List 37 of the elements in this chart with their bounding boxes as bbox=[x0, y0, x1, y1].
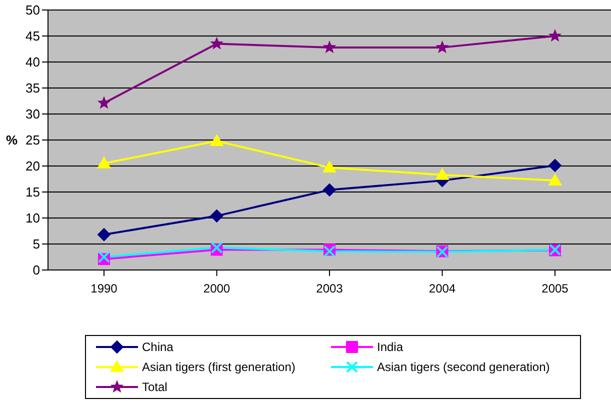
x-tick-label: 2003 bbox=[316, 282, 344, 296]
point bbox=[97, 156, 111, 168]
point bbox=[322, 40, 336, 54]
legend-label: Asian tigers (first generation) bbox=[142, 360, 296, 374]
point bbox=[322, 160, 336, 173]
point bbox=[210, 209, 224, 222]
point bbox=[548, 174, 562, 186]
x-tick-label: 1990 bbox=[90, 282, 118, 296]
legend-label: India bbox=[377, 340, 404, 354]
point bbox=[436, 40, 449, 54]
point bbox=[210, 36, 224, 50]
y-tick-label: 5 bbox=[32, 236, 40, 252]
point bbox=[97, 96, 111, 109]
point bbox=[548, 29, 562, 42]
y-tick-label: 20 bbox=[26, 158, 40, 174]
legend-label: Asian tigers (second generation) bbox=[377, 360, 550, 374]
y-tick-label: 30 bbox=[26, 106, 40, 122]
y-tick-label: 0 bbox=[32, 262, 40, 278]
y-tick-label: 35 bbox=[26, 80, 40, 96]
point bbox=[435, 168, 450, 180]
legend-label: Total bbox=[142, 380, 168, 394]
point bbox=[548, 158, 562, 172]
x-tick-label: 2004 bbox=[428, 282, 456, 296]
point bbox=[210, 134, 224, 146]
point bbox=[98, 251, 110, 263]
y-tick-label: 25 bbox=[26, 132, 40, 148]
y-tick-label: 45 bbox=[26, 28, 40, 44]
legend-label: China bbox=[142, 340, 174, 354]
y-tick-label: 15 bbox=[26, 184, 40, 200]
x-tick-label: 2000 bbox=[203, 282, 230, 296]
y-tick-label: 50 bbox=[26, 2, 40, 18]
point bbox=[98, 228, 110, 242]
y-tick-label: 40 bbox=[26, 54, 40, 70]
y-axis-title: % bbox=[6, 132, 18, 148]
y-tick-label: 10 bbox=[26, 210, 40, 226]
point bbox=[323, 183, 336, 196]
x-tick-label: 2005 bbox=[542, 282, 569, 296]
